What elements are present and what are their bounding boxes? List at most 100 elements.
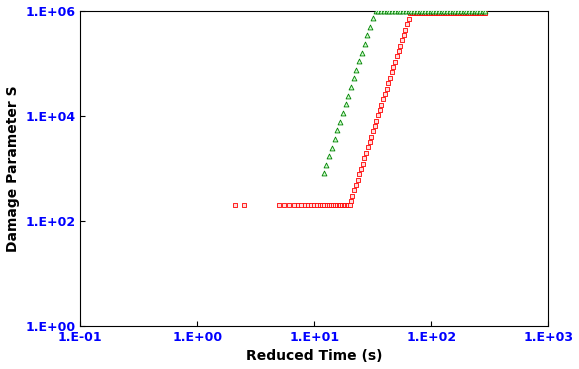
Point: [355, 171, 364, 177]
Point: [426, 10, 435, 16]
Point: [428, 10, 437, 16]
Point: [455, 10, 464, 16]
Point: [353, 177, 362, 183]
Point: [445, 10, 455, 16]
Point: [357, 50, 367, 56]
Point: [402, 21, 412, 27]
Point: [285, 202, 294, 208]
Point: [435, 10, 444, 16]
Point: [332, 127, 342, 133]
Point: [335, 119, 345, 125]
Point: [479, 10, 489, 16]
Point: [360, 155, 369, 161]
Point: [341, 101, 350, 107]
Point: [324, 153, 334, 159]
Point: [421, 10, 430, 16]
Point: [461, 8, 471, 14]
Point: [307, 202, 316, 208]
Point: [450, 10, 459, 16]
Point: [346, 198, 356, 204]
Point: [445, 8, 455, 14]
Point: [334, 202, 343, 208]
Point: [363, 32, 372, 38]
Point: [469, 10, 478, 16]
Point: [466, 10, 475, 16]
Point: [475, 8, 485, 14]
Point: [431, 10, 441, 16]
Point: [456, 8, 466, 14]
Point: [293, 202, 302, 208]
Point: [387, 69, 397, 75]
Point: [452, 10, 461, 16]
Point: [343, 93, 353, 99]
Point: [389, 64, 398, 70]
Point: [431, 8, 441, 14]
Point: [471, 10, 480, 16]
Point: [289, 202, 298, 208]
Point: [376, 8, 386, 14]
Point: [319, 170, 328, 176]
Point: [393, 8, 402, 14]
Point: [328, 202, 338, 208]
Point: [464, 8, 474, 14]
Point: [459, 8, 468, 14]
Point: [439, 8, 449, 14]
Point: [442, 10, 451, 16]
Point: [379, 8, 389, 14]
Point: [453, 8, 463, 14]
Point: [459, 10, 468, 16]
Point: [411, 10, 420, 16]
Point: [327, 145, 336, 151]
Point: [368, 128, 378, 134]
Point: [385, 8, 394, 14]
Point: [360, 41, 369, 47]
Point: [401, 8, 411, 14]
Point: [320, 202, 329, 208]
Point: [433, 10, 442, 16]
Point: [377, 101, 386, 107]
Point: [462, 10, 471, 16]
Point: [301, 202, 310, 208]
Point: [322, 202, 331, 208]
Point: [396, 8, 405, 14]
Point: [315, 202, 324, 208]
Point: [416, 10, 426, 16]
Point: [397, 37, 406, 43]
Point: [406, 11, 415, 17]
Point: [442, 8, 452, 14]
Point: [338, 202, 347, 208]
Point: [408, 10, 417, 16]
Point: [447, 10, 456, 16]
Point: [392, 54, 401, 59]
Point: [457, 10, 466, 16]
Point: [358, 161, 367, 166]
Point: [440, 10, 449, 16]
Point: [368, 15, 378, 21]
Point: [230, 202, 240, 208]
Point: [426, 8, 435, 14]
Point: [453, 10, 463, 16]
Point: [438, 10, 448, 16]
Point: [373, 113, 383, 118]
Point: [404, 16, 413, 22]
Point: [395, 43, 405, 49]
Point: [338, 110, 347, 116]
Point: [372, 118, 381, 124]
Point: [428, 8, 438, 14]
Point: [313, 202, 322, 208]
Point: [409, 10, 419, 16]
Point: [409, 8, 419, 14]
Point: [379, 96, 388, 102]
Point: [481, 10, 490, 16]
Point: [354, 58, 364, 64]
X-axis label: Reduced Time (s): Reduced Time (s): [246, 349, 383, 363]
Point: [322, 162, 331, 168]
Point: [350, 187, 359, 193]
Point: [327, 202, 336, 208]
Point: [415, 10, 424, 16]
Point: [430, 10, 439, 16]
Point: [348, 193, 357, 199]
Point: [481, 8, 490, 14]
Point: [274, 202, 284, 208]
Point: [339, 202, 348, 208]
